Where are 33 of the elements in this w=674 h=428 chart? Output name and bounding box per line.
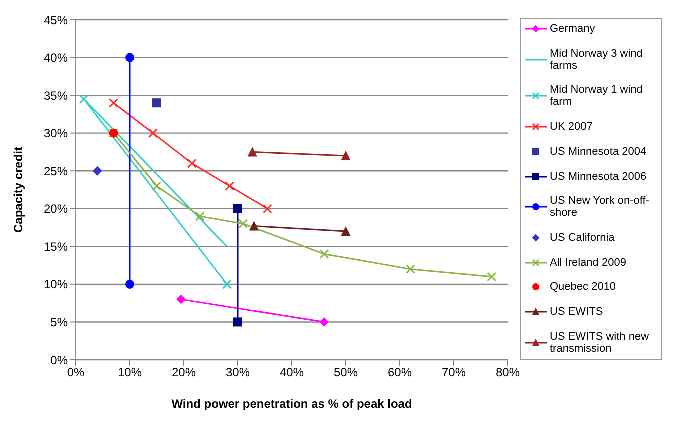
y-tick-label: 0% [50,353,68,368]
y-tick-label: 40% [44,51,68,66]
x-tick-label: 50% [334,366,358,380]
y-tick-label: 15% [44,240,68,254]
x-tick-label: 40% [280,366,304,380]
x-tick-label: 0% [67,366,85,380]
x-tick-label: 20% [172,366,196,380]
legend-label: US Minnesota 2006 [550,170,647,183]
x-tick-label: 80% [496,366,520,380]
x-axis-title: Wind power penetration as % of peak load [172,397,412,411]
legend-label: Mid Norway 1 wind farm [550,84,644,108]
y-tick-label: 45% [44,13,68,28]
x-tick-label: 60% [388,366,412,380]
x-tick-label: 10% [118,366,142,380]
y-tick-label: 35% [44,88,68,103]
y-tick-label: 5% [50,315,68,330]
y-tick-label: 20% [44,202,68,216]
y-axis-title: Capacity credit [11,146,26,234]
legend-label: US California [550,232,615,244]
legend-label: Quebec 2010 [550,281,616,294]
legend-label: UK 2007 [550,121,593,134]
legend-label: All Ireland 2009 [550,256,626,269]
y-tick-label: 10% [44,278,68,292]
legend-label: Mid Norway 3 wind farms [550,48,644,72]
legend-label: Germany [550,23,596,35]
y-tick-label: 30% [44,126,68,141]
x-tick-label: 30% [226,366,250,380]
legend-label: US New York on-off-shore [550,195,650,220]
legend-label: US EWITS with new transmission [550,330,650,355]
x-tick-label: 70% [442,366,466,380]
y-tick-label: 25% [44,164,68,178]
legend-label: US EWITS [550,306,604,318]
legend-label: US Minnesota 2004 [550,146,647,158]
